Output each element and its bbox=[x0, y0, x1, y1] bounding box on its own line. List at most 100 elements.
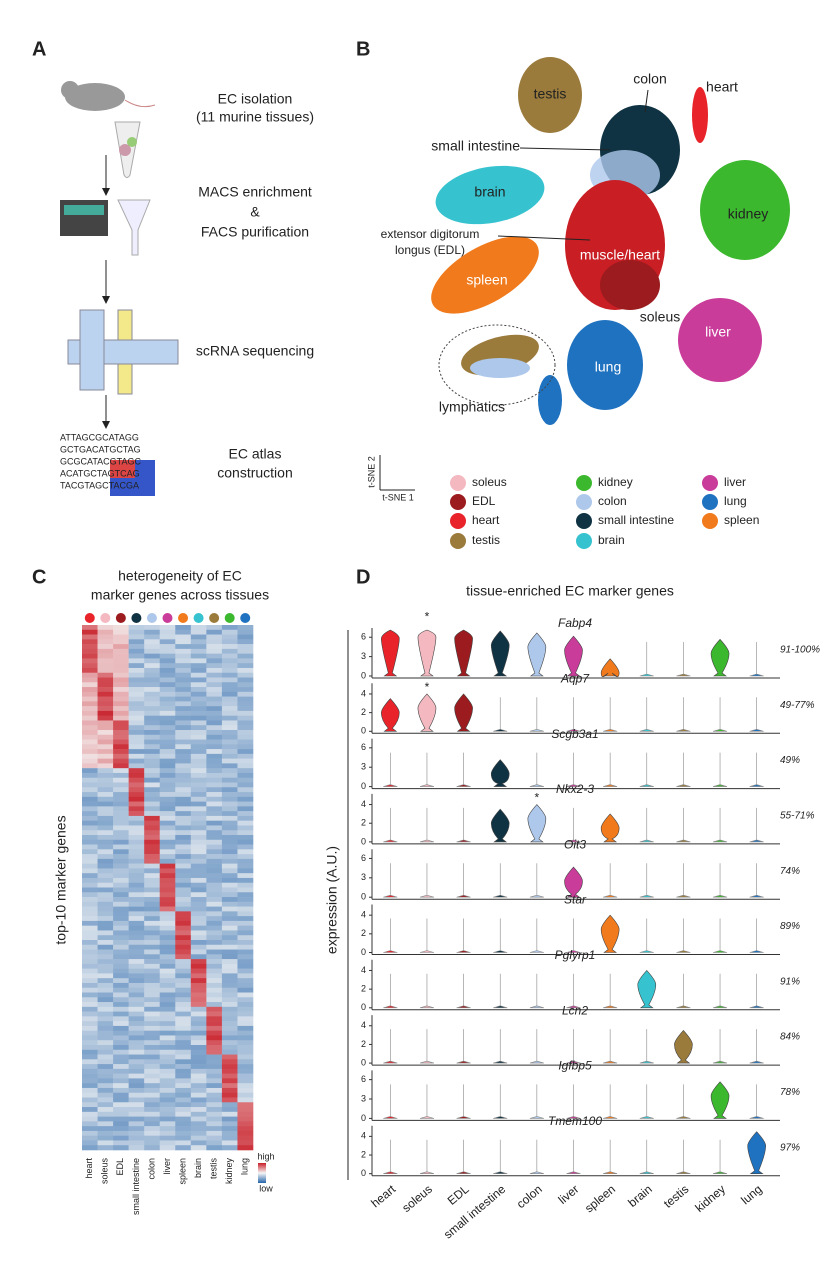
colorbar-label: high bbox=[257, 1151, 274, 1161]
heatmap-cell bbox=[97, 1135, 114, 1141]
heatmap-cell bbox=[82, 811, 98, 817]
heatmap-cell bbox=[128, 920, 145, 926]
heatmap-cell bbox=[97, 935, 114, 941]
heatmap-cell bbox=[113, 1140, 129, 1146]
heatmap-cell bbox=[144, 1073, 161, 1079]
heatmap-cell bbox=[237, 653, 254, 659]
heatmap-cell bbox=[221, 734, 238, 740]
heatmap-cell bbox=[206, 1049, 223, 1055]
heatmap-cell bbox=[128, 959, 145, 965]
heatmap-cell bbox=[113, 935, 129, 941]
tissue-dot bbox=[224, 613, 235, 623]
heatmap-cell bbox=[97, 744, 114, 750]
heatmap-cell bbox=[144, 749, 161, 755]
y-tick-label: 4 bbox=[361, 688, 366, 698]
heatmap-cell bbox=[237, 1073, 254, 1079]
heatmap-cell bbox=[221, 639, 238, 645]
heatmap-cell bbox=[128, 639, 145, 645]
y-tick-label: 0 bbox=[361, 1113, 366, 1123]
heatmap-cell bbox=[190, 1021, 207, 1027]
heatmap-cell bbox=[82, 978, 98, 984]
heatmap-cell bbox=[175, 920, 192, 926]
heatmap-cell bbox=[159, 706, 176, 712]
heatmap-cell bbox=[237, 639, 254, 645]
heatmap-cell bbox=[97, 1126, 114, 1132]
heatmap-cell bbox=[206, 1006, 223, 1012]
heatmap-cell bbox=[82, 892, 98, 898]
heatmap-cell bbox=[113, 815, 129, 821]
heatmap-cell bbox=[237, 749, 254, 755]
heatmap-cell bbox=[237, 725, 254, 731]
heatmap-cell bbox=[190, 663, 207, 669]
heatmap-cell bbox=[175, 835, 192, 841]
violin bbox=[676, 807, 691, 843]
violin bbox=[383, 863, 398, 898]
heatmap-cell bbox=[97, 1049, 114, 1055]
heatmap-cell bbox=[237, 1059, 254, 1065]
heatmap-cell bbox=[97, 873, 114, 879]
heatmap-cell bbox=[221, 1040, 238, 1046]
heatmap-cell bbox=[97, 1021, 114, 1027]
heatmap-cell bbox=[144, 720, 161, 726]
heatmap-cell bbox=[128, 982, 145, 989]
heatmap-cell bbox=[206, 1078, 223, 1084]
heatmap-cell bbox=[190, 1097, 207, 1103]
violin bbox=[676, 918, 691, 953]
heatmap-cell bbox=[144, 710, 161, 716]
heatmap-cell bbox=[113, 777, 129, 783]
heatmap-cell bbox=[190, 1054, 207, 1060]
heatmap-cell bbox=[221, 725, 238, 731]
heatmap-cell bbox=[159, 701, 176, 707]
heatmap-cell bbox=[190, 667, 207, 674]
heatmap-cell bbox=[97, 1068, 114, 1074]
x-tick-label: soleus bbox=[399, 1182, 435, 1215]
heatmap-cell bbox=[144, 730, 161, 736]
heatmap-cell bbox=[159, 839, 176, 845]
heatmap-cell bbox=[144, 1006, 161, 1012]
heatmap-cell bbox=[144, 1054, 161, 1060]
heatmap-cell bbox=[190, 963, 207, 969]
violin bbox=[566, 697, 581, 732]
heatmap-cell bbox=[82, 887, 98, 893]
heatmap-cell bbox=[190, 868, 207, 874]
heatmap-cell bbox=[175, 1107, 192, 1113]
heatmap-cell bbox=[82, 844, 98, 850]
heatmap-cell bbox=[144, 987, 161, 993]
heatmap-cell bbox=[175, 1111, 192, 1117]
heatmap-cell bbox=[237, 901, 254, 907]
heatmap-cell bbox=[190, 863, 207, 869]
heatmap-cell bbox=[221, 954, 238, 960]
heatmap-cell bbox=[175, 954, 192, 960]
tissue-dot bbox=[100, 613, 111, 623]
heatmap-cell bbox=[237, 796, 254, 802]
heatmap-cell bbox=[97, 644, 114, 650]
heatmap-cell bbox=[175, 658, 192, 664]
heatmap-cell bbox=[97, 911, 114, 917]
heatmap-cell bbox=[128, 1145, 145, 1151]
heatmap-cell bbox=[221, 753, 238, 759]
heatmap-cell bbox=[206, 644, 223, 650]
heatmap-cell bbox=[175, 796, 192, 802]
heatmap-cell bbox=[190, 1087, 207, 1094]
heatmap-cell bbox=[82, 658, 98, 664]
heatmap-cell bbox=[97, 772, 114, 779]
heatmap-cell bbox=[144, 1126, 161, 1132]
heatmap-cell bbox=[237, 763, 254, 769]
violin bbox=[712, 697, 728, 732]
heatmap-cell bbox=[113, 1011, 129, 1017]
violin bbox=[456, 863, 471, 898]
heatmap-cell bbox=[175, 687, 192, 693]
heatmap-cell bbox=[128, 1078, 145, 1084]
heatmap-cell bbox=[128, 672, 145, 678]
heatmap-cell bbox=[159, 877, 176, 884]
heatmap-cell bbox=[190, 1040, 207, 1046]
y-tick-label: 0 bbox=[361, 947, 366, 957]
heatmap-cell bbox=[82, 792, 98, 798]
heatmap-cell bbox=[206, 701, 223, 707]
heatmap-cell bbox=[113, 720, 129, 726]
heatmap-cell bbox=[159, 739, 176, 745]
heatmap-cell bbox=[97, 949, 114, 955]
heatmap-cell bbox=[113, 730, 129, 736]
heatmap-cell bbox=[82, 1135, 98, 1141]
violin bbox=[381, 698, 400, 732]
